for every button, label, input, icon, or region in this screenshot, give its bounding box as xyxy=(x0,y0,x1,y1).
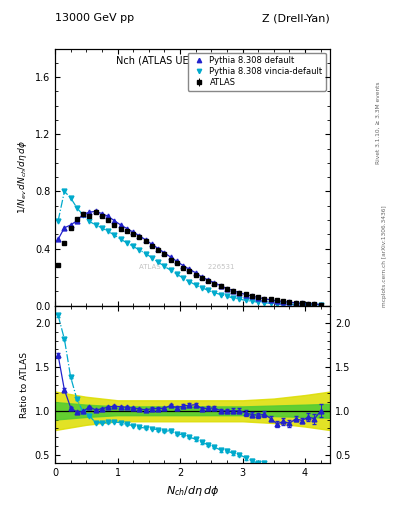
Pythia 8.308 default xyxy=(281,298,286,305)
Pythia 8.308 default xyxy=(81,211,86,217)
Pythia 8.308 default xyxy=(150,241,154,247)
Pythia 8.308 vincia-default xyxy=(174,271,179,278)
Pythia 8.308 default xyxy=(287,299,292,305)
Pythia 8.308 vincia-default xyxy=(237,296,242,302)
Pythia 8.308 vincia-default xyxy=(168,267,173,273)
Pythia 8.308 vincia-default xyxy=(293,302,298,308)
Pythia 8.308 vincia-default xyxy=(62,188,67,195)
Pythia 8.308 vincia-default xyxy=(193,282,198,288)
Pythia 8.308 vincia-default xyxy=(87,218,92,224)
Pythia 8.308 default xyxy=(68,222,73,228)
Pythia 8.308 default xyxy=(131,229,136,235)
Pythia 8.308 default xyxy=(181,263,185,269)
Pythia 8.308 vincia-default xyxy=(299,302,304,308)
Pythia 8.308 default xyxy=(87,209,92,215)
Pythia 8.308 vincia-default xyxy=(137,247,142,253)
Pythia 8.308 vincia-default xyxy=(150,255,154,261)
Pythia 8.308 vincia-default xyxy=(156,259,161,265)
Text: mcplots.cern.ch [arXiv:1306.3436]: mcplots.cern.ch [arXiv:1306.3436] xyxy=(382,205,387,307)
Pythia 8.308 default xyxy=(118,222,123,228)
Pythia 8.308 default xyxy=(225,286,230,292)
Pythia 8.308 vincia-default xyxy=(68,195,73,201)
Pythia 8.308 vincia-default xyxy=(262,300,267,306)
Pythia 8.308 vincia-default xyxy=(125,240,129,246)
Pythia 8.308 default xyxy=(174,259,179,265)
Pythia 8.308 default xyxy=(262,296,267,302)
Pythia 8.308 default xyxy=(93,208,98,215)
Pythia 8.308 vincia-default xyxy=(256,299,261,305)
Pythia 8.308 default xyxy=(243,291,248,297)
Pythia 8.308 default xyxy=(156,245,161,251)
Pythia 8.308 default xyxy=(212,280,217,286)
Pythia 8.308 vincia-default xyxy=(106,228,110,234)
Pythia 8.308 vincia-default xyxy=(281,301,286,307)
Pythia 8.308 default xyxy=(312,301,317,307)
Pythia 8.308 vincia-default xyxy=(200,285,204,291)
Pythia 8.308 vincia-default xyxy=(275,301,279,307)
Pythia 8.308 vincia-default xyxy=(143,250,148,257)
Pythia 8.308 vincia-default xyxy=(75,205,79,211)
Pythia 8.308 default xyxy=(237,290,242,296)
Pythia 8.308 vincia-default xyxy=(268,301,273,307)
Pythia 8.308 vincia-default xyxy=(131,243,136,249)
X-axis label: $N_{ch}/d\eta\,d\phi$: $N_{ch}/d\eta\,d\phi$ xyxy=(166,484,219,498)
Pythia 8.308 vincia-default xyxy=(112,232,117,238)
Pythia 8.308 default xyxy=(219,283,223,289)
Pythia 8.308 default xyxy=(250,293,254,299)
Pythia 8.308 vincia-default xyxy=(243,297,248,304)
Pythia 8.308 vincia-default xyxy=(250,298,254,305)
Pythia 8.308 default xyxy=(75,218,79,224)
Pythia 8.308 vincia-default xyxy=(56,218,61,224)
Pythia 8.308 vincia-default xyxy=(118,236,123,242)
Pythia 8.308 default xyxy=(112,218,117,224)
Text: 13000 GeV pp: 13000 GeV pp xyxy=(55,13,134,23)
Text: Nch (ATLAS UE in Z production): Nch (ATLAS UE in Z production) xyxy=(116,56,270,67)
Pythia 8.308 vincia-default xyxy=(287,302,292,308)
Pythia 8.308 default xyxy=(299,301,304,307)
Pythia 8.308 default xyxy=(143,237,148,243)
Pythia 8.308 default xyxy=(99,210,104,217)
Pythia 8.308 default xyxy=(206,277,211,283)
Pythia 8.308 default xyxy=(56,236,61,242)
Pythia 8.308 default xyxy=(125,225,129,231)
Pythia 8.308 vincia-default xyxy=(206,287,211,293)
Pythia 8.308 default xyxy=(62,225,67,231)
Pythia 8.308 vincia-default xyxy=(231,295,235,301)
Pythia 8.308 default xyxy=(293,300,298,306)
Pythia 8.308 vincia-default xyxy=(162,263,167,269)
Pythia 8.308 vincia-default xyxy=(93,222,98,228)
Y-axis label: $1/N_{ev}\,dN_{ch}/d\eta\,d\phi$: $1/N_{ev}\,dN_{ch}/d\eta\,d\phi$ xyxy=(16,140,29,214)
Pythia 8.308 default xyxy=(268,297,273,303)
Y-axis label: Ratio to ATLAS: Ratio to ATLAS xyxy=(20,352,29,417)
Pythia 8.308 vincia-default xyxy=(306,302,310,308)
Pythia 8.308 default xyxy=(162,250,167,256)
Legend: Pythia 8.308 default, Pythia 8.308 vincia-default, ATLAS: Pythia 8.308 default, Pythia 8.308 vinci… xyxy=(188,53,326,91)
Pythia 8.308 vincia-default xyxy=(318,302,323,308)
Pythia 8.308 default xyxy=(187,266,192,272)
Pythia 8.308 default xyxy=(256,294,261,301)
Pythia 8.308 default xyxy=(306,301,310,307)
Pythia 8.308 default xyxy=(231,288,235,294)
Pythia 8.308 vincia-default xyxy=(312,302,317,308)
Pythia 8.308 default xyxy=(275,297,279,304)
Text: Z (Drell-Yan): Z (Drell-Yan) xyxy=(263,13,330,23)
Pythia 8.308 vincia-default xyxy=(187,279,192,285)
Pythia 8.308 default xyxy=(318,302,323,308)
Text: Rivet 3.1.10, ≥ 3.3M events: Rivet 3.1.10, ≥ 3.3M events xyxy=(376,81,380,164)
Pythia 8.308 default xyxy=(200,274,204,280)
Pythia 8.308 vincia-default xyxy=(81,212,86,218)
Pythia 8.308 default xyxy=(193,270,198,276)
Text: ATLAS                     226531: ATLAS 226531 xyxy=(139,264,235,270)
Pythia 8.308 vincia-default xyxy=(212,290,217,296)
Line: Pythia 8.308 default: Pythia 8.308 default xyxy=(56,209,323,307)
Pythia 8.308 default xyxy=(168,254,173,260)
Pythia 8.308 default xyxy=(106,214,110,220)
Pythia 8.308 vincia-default xyxy=(99,225,104,231)
Pythia 8.308 vincia-default xyxy=(181,275,185,281)
Line: Pythia 8.308 vincia-default: Pythia 8.308 vincia-default xyxy=(56,189,323,308)
Pythia 8.308 vincia-default xyxy=(219,291,223,297)
Pythia 8.308 vincia-default xyxy=(225,293,230,300)
Pythia 8.308 default xyxy=(137,232,142,239)
